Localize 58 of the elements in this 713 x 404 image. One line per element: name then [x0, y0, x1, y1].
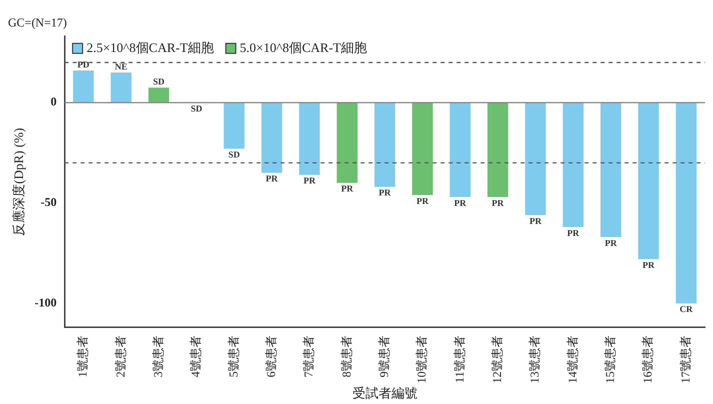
bar — [299, 102, 320, 175]
y-tick-label: 0 — [50, 94, 57, 109]
data-label: NE — [114, 61, 128, 72]
data-label: PR — [266, 174, 278, 184]
bar — [600, 102, 622, 238]
x-tick-label: 15號患者 — [602, 335, 617, 384]
data-label: PR — [416, 196, 429, 206]
data-label: PR — [341, 184, 354, 194]
data-label: PR — [454, 198, 467, 208]
x-tick-label: 2號患者 — [113, 335, 128, 378]
bar — [412, 102, 433, 195]
x-tick-label: 7號患者 — [302, 335, 316, 378]
data-label: PR — [642, 260, 655, 270]
x-tick-label: 3號患者 — [150, 335, 165, 378]
bar — [562, 102, 584, 228]
bar — [450, 102, 470, 197]
x-tick-label: 5號患者 — [226, 335, 240, 378]
data-label: CR — [680, 304, 694, 314]
data-label: SD — [228, 150, 240, 160]
legend-label: 2.5×10^8個CAR-T細胞 — [86, 40, 214, 55]
x-tick-label: 16號患者 — [640, 335, 655, 384]
x-tick-label: 9號患者 — [376, 335, 391, 378]
bar — [525, 102, 546, 216]
bar — [638, 102, 659, 260]
x-axis-title: 受試者編號 — [352, 386, 418, 401]
x-tick-label: 1號患者 — [76, 335, 90, 378]
bar — [487, 102, 508, 197]
data-label: PR — [303, 176, 316, 186]
data-label: PR — [567, 228, 580, 238]
data-label: SD — [190, 103, 203, 114]
bar — [336, 102, 358, 183]
x-tick-label: 11號患者 — [452, 335, 466, 383]
chart-title: GC=(N=17) — [8, 15, 67, 30]
data-label: PR — [492, 198, 504, 208]
data-label: PR — [604, 238, 618, 248]
data-label: PR — [529, 216, 542, 226]
bar — [374, 102, 396, 187]
y-tick-label: -50 — [40, 195, 57, 210]
bar — [224, 102, 244, 149]
x-tick-label: 6號患者 — [264, 335, 278, 378]
data-label: PD — [77, 59, 90, 70]
bar — [110, 72, 132, 103]
x-tick-label: 10號患者 — [414, 335, 429, 384]
bar — [261, 102, 282, 173]
x-tick-label: 4號患者 — [188, 335, 203, 378]
legend-label: 5.0×10^8個CAR-T細胞 — [240, 40, 367, 55]
bar — [148, 88, 170, 103]
x-tick-label: 17號患者 — [678, 335, 692, 384]
x-tick-label: 14號患者 — [565, 335, 580, 384]
bar — [676, 102, 697, 304]
x-tick-label: 13號患者 — [528, 335, 542, 384]
x-tick-label: 12號患者 — [490, 335, 504, 384]
data-label: PR — [378, 188, 392, 198]
y-tick-label: -100 — [34, 295, 57, 310]
data-label: SD — [153, 76, 166, 86]
y-axis-title: 反應深度(DpR) (%) — [11, 128, 26, 236]
x-tick-label: 8號患者 — [339, 335, 354, 378]
bar — [73, 70, 94, 103]
